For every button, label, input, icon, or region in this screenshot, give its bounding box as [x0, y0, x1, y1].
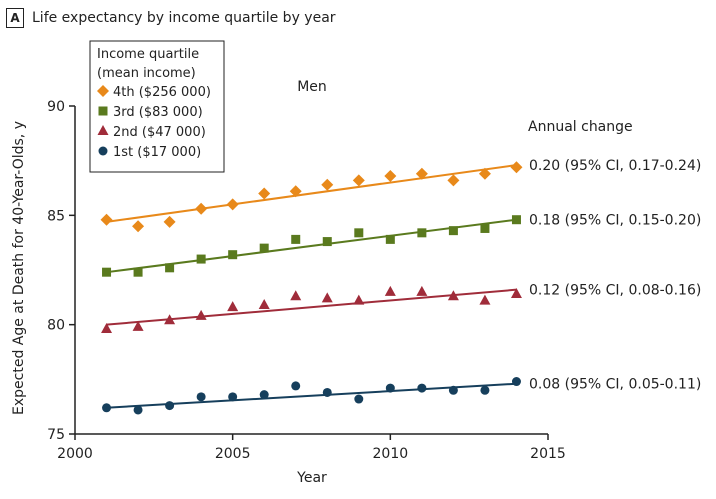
y-ticks: 75 80 85 90: [47, 99, 75, 443]
point-3rd: [133, 267, 143, 277]
point-4th: [447, 174, 460, 187]
point-3rd: [417, 228, 427, 238]
x-tick-label: 2010: [373, 446, 409, 462]
point-2nd: [164, 314, 176, 325]
point-1st: [102, 403, 112, 413]
legend-box: [89, 40, 225, 173]
trend-line-1st: [106, 382, 517, 409]
point-1st: [322, 387, 332, 397]
point-4th: [100, 213, 113, 226]
chart-subtitle: Men: [297, 79, 327, 95]
panel-header: A Life expectancy by income quartile by …: [6, 6, 336, 30]
y-tick-label: 80: [47, 318, 65, 334]
legend-label-3rd: 3rd ($83 000): [113, 105, 203, 120]
point-3rd: [322, 237, 332, 247]
point-3rd: [228, 250, 238, 260]
y-tick-label: 75: [47, 427, 65, 443]
panel-letter: A: [6, 8, 24, 28]
legend-marker-1st: [98, 146, 108, 156]
point-3rd: [354, 228, 364, 238]
trend-lines: [106, 164, 517, 409]
annual-change-1st: 0.08 (95% CI, 0.05-0.11): [529, 377, 701, 393]
point-4th: [510, 161, 523, 174]
point-2nd: [101, 323, 113, 334]
legend-title-line-2: (mean income): [97, 66, 196, 81]
point-3rd: [259, 243, 269, 253]
trend-line-3rd: [106, 218, 517, 274]
point-2nd: [290, 290, 302, 301]
y-axis-title: Expected Age at Death for 40-Year-Olds, …: [11, 121, 27, 415]
point-4th: [226, 198, 239, 211]
point-2nd: [353, 294, 365, 305]
point-1st: [385, 383, 395, 393]
x-tick-label: 2000: [57, 446, 93, 462]
legend-label-1st: 1st ($17 000): [113, 145, 201, 160]
x-ticks: 2000 2005 2010 2015: [57, 434, 566, 462]
point-2nd: [321, 292, 333, 303]
point-4th: [195, 202, 208, 215]
point-4th: [384, 169, 397, 182]
legend-items: 4th ($256 000) 3rd ($83 000) 2nd ($47 000)…: [97, 85, 211, 160]
point-1st: [511, 377, 521, 387]
point-1st: [133, 405, 143, 415]
point-1st: [448, 385, 458, 395]
point-4th: [289, 185, 302, 198]
point-3rd: [102, 267, 112, 277]
trend-line-2nd: [106, 288, 517, 326]
point-4th: [478, 167, 491, 180]
point-4th: [415, 167, 428, 180]
point-1st: [228, 392, 238, 402]
point-4th: [163, 215, 176, 228]
point-1st: [417, 383, 427, 393]
point-2nd: [479, 294, 491, 305]
annual-change-labels: 0.20 (95% CI, 0.17-0.24) 0.18 (95% CI, 0.…: [529, 158, 701, 393]
point-4th: [352, 174, 365, 187]
annual-change-2nd: 0.12 (95% CI, 0.08-0.16): [529, 283, 701, 299]
point-2nd: [384, 285, 396, 296]
point-3rd: [291, 234, 301, 244]
panel-title: Life expectancy by income quartile by ye…: [32, 10, 336, 26]
point-2nd: [416, 285, 428, 296]
point-2nd: [447, 290, 459, 301]
x-tick-label: 2005: [215, 446, 251, 462]
point-3rd: [511, 215, 521, 225]
x-axis-title: Year: [296, 470, 327, 486]
point-1st: [259, 390, 269, 400]
x-tick-label: 2015: [530, 446, 566, 462]
y-tick-label: 90: [47, 99, 65, 115]
point-1st: [480, 385, 490, 395]
annual-change-4th: 0.20 (95% CI, 0.17-0.24): [529, 158, 701, 174]
point-3rd: [196, 254, 206, 264]
point-2nd: [227, 301, 239, 312]
point-1st: [291, 381, 301, 391]
legend-label-2nd: 2nd ($47 000): [113, 125, 206, 140]
legend-marker-3rd: [98, 106, 108, 116]
annual-change-header: Annual change: [528, 119, 633, 135]
legend-label-4th: 4th ($256 000): [113, 85, 211, 100]
point-3rd: [385, 234, 395, 244]
plot-frame: [74, 106, 548, 435]
legend-marker-2nd: [97, 125, 109, 135]
point-4th: [132, 220, 145, 233]
point-3rd: [448, 226, 458, 236]
trend-line-4th: [106, 164, 517, 223]
point-2nd: [195, 309, 207, 320]
point-2nd: [510, 288, 522, 299]
data-markers: [100, 161, 523, 415]
point-1st: [354, 394, 364, 404]
legend-title-line-1: Income quartile: [97, 47, 199, 62]
point-3rd: [165, 263, 175, 273]
point-3rd: [480, 223, 490, 233]
point-1st: [196, 392, 206, 402]
y-tick-label: 85: [47, 208, 65, 224]
point-2nd: [258, 298, 270, 309]
annual-change-3rd: 0.18 (95% CI, 0.15-0.20): [529, 213, 701, 229]
point-4th: [258, 187, 271, 200]
point-4th: [321, 178, 334, 191]
legend-marker-4th: [97, 85, 109, 97]
point-2nd: [132, 320, 144, 331]
point-1st: [165, 401, 175, 411]
legend: Income quartile (mean income) 4th ($256 …: [89, 40, 225, 173]
